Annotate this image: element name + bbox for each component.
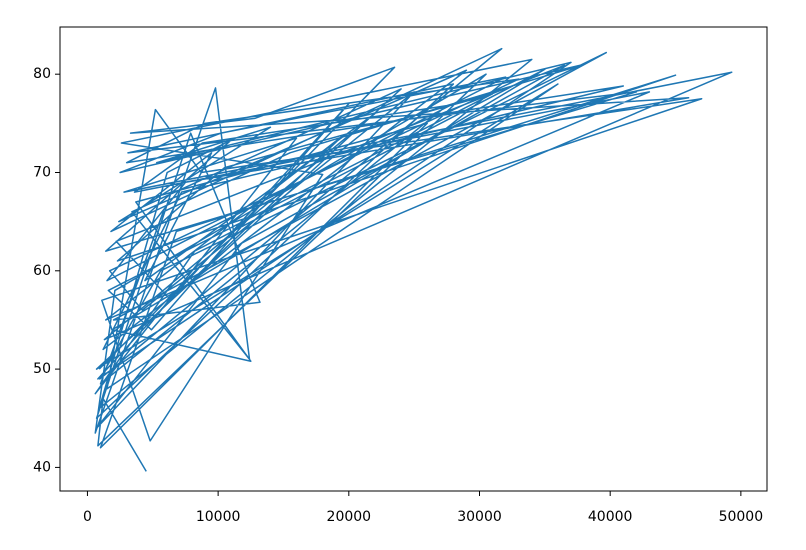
y-tick-label: 70 <box>33 164 51 180</box>
x-tick-label: 40000 <box>588 509 633 525</box>
x-tick-label: 50000 <box>719 509 764 525</box>
data-line <box>94 47 733 472</box>
y-tick-label: 80 <box>33 66 51 82</box>
x-tick-label: 30000 <box>457 509 502 525</box>
x-tick-label: 20000 <box>327 509 372 525</box>
x-tick-label: 10000 <box>196 509 241 525</box>
y-tick-label: 40 <box>33 459 51 475</box>
y-tick-label: 50 <box>33 361 51 377</box>
x-tick-label: 0 <box>83 509 92 525</box>
y-tick-label: 60 <box>33 263 51 279</box>
axes-frame <box>59 26 768 492</box>
